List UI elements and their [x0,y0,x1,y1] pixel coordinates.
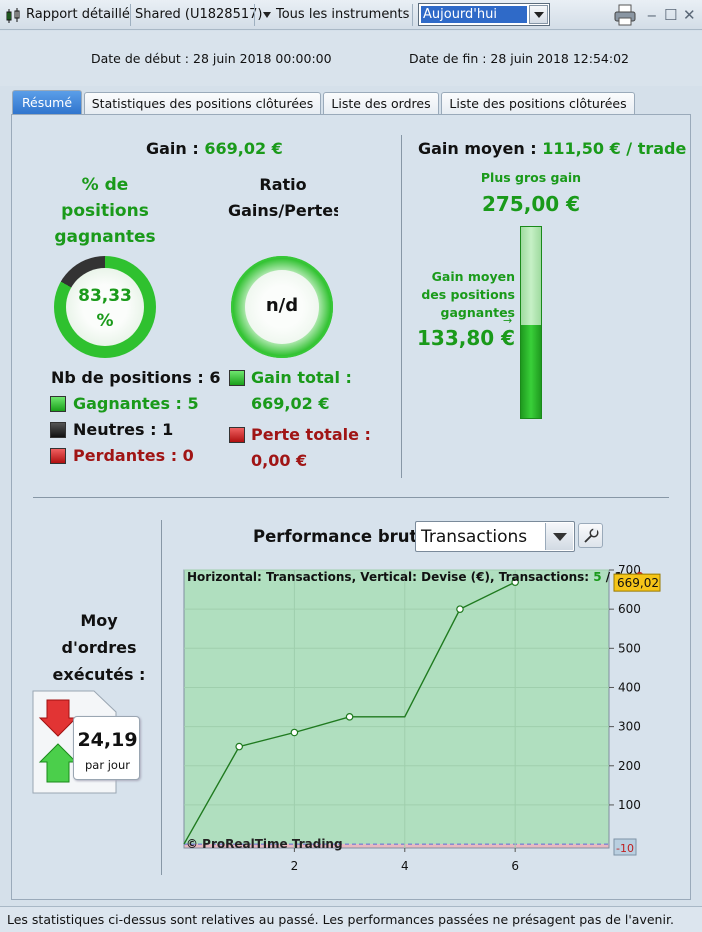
date-range: Date de début : 28 juin 2018 00:00:00 Da… [0,31,702,86]
chart-point [345,713,354,721]
loss-total-square [229,427,245,443]
disclaimer: Les statistiques ci-dessus sont relative… [0,906,702,932]
period-select[interactable]: Aujourd'hui [418,3,550,26]
loss-legend-square [50,448,66,464]
chart-point [290,728,299,737]
chart-neg-badge [613,838,637,856]
chart-y-tick-label: 600 [618,602,641,616]
chart-x-tick-label: 6 [511,859,519,873]
chart-x-tick-label: 4 [401,859,409,873]
chevron-down-icon[interactable] [263,12,271,18]
chart-y-tick-label: 200 [618,759,641,773]
avg-gain-label: Gain moyen : [418,139,537,158]
printer-icon[interactable] [613,4,637,26]
loss-total-label: Perte totale : [251,425,371,444]
chart-neg-label: -10 [616,842,634,855]
max-gain-value: 275,00 € [481,192,581,216]
tab-closed-positions-stats[interactable]: Statistiques des positions clôturées [84,92,321,115]
orders-value-card: 24,19 par jour [73,716,140,780]
account-selector[interactable]: Shared (U1828517) [135,7,263,22]
gain-label: Gain : [146,139,199,158]
chart-positive-area [184,570,609,845]
neutral-count: Neutres : 1 [73,420,174,439]
wrench-icon[interactable] [578,523,603,548]
chart-point [511,578,519,586]
gain-header: Gain : 669,02 € [146,139,283,158]
performance-select[interactable]: Transactions [415,521,575,552]
chart-x-tick-label: 2 [291,859,299,873]
gain-value: 669,02 € [204,139,283,158]
neutral-legend-square [50,422,66,438]
chart-info: Horizontal: Transactions, Vertical: Devi… [187,570,644,584]
avg-gain-bar-fill [521,325,541,418]
chart-watermark: © ProRealTime Trading [186,837,343,851]
avg-gain-value: 111,50 € / trade [542,139,687,158]
tab-closed-positions-list[interactable]: Liste des positions clôturées [441,92,635,115]
chevron-down-icon[interactable] [545,523,573,550]
chart-last-value-badge [613,573,661,592]
toolbar: Rapport détaillé Shared (U1828517) Tous … [0,0,702,30]
gain-total-label: Gain total : [251,368,352,387]
period-value: Aujourd'hui [421,6,527,23]
ratio-title: Ratio Gains/Pertes [228,175,338,220]
chart-y-tick-label: 500 [618,641,641,655]
performance-select-value: Transactions [421,527,528,547]
report-title: Rapport détaillé [26,7,130,22]
chart-y-tick-label: 400 [618,680,641,694]
tab-orders-list[interactable]: Liste des ordres [323,92,439,115]
positions-count: Nb de positions : 6 [51,368,221,387]
period-dropdown-button[interactable] [529,5,548,24]
performance-label: Performance brute [253,527,429,546]
chart-last-value-label: 669,02 [617,576,659,590]
instruments-selector[interactable]: Tous les instruments [276,7,410,22]
avg-gain-bar [520,226,542,419]
orders-title: Moy d'ordres exécutés : [52,611,146,684]
avg-winning-label: Gain moyen des positions gagnantes [421,269,515,320]
chart-negative-area [184,844,609,848]
candlestick-icon [6,8,20,23]
win-rate-title: % de positions gagnantes [54,175,156,247]
close-icon[interactable]: ✕ [683,6,696,24]
winning-count: Gagnantes : 5 [73,394,199,413]
chart-y-tick-label: 300 [618,720,641,734]
start-date: Date de début : 28 juin 2018 00:00:00 [91,51,332,66]
max-gain-label: Plus gros gain [480,170,582,185]
chart-point [456,605,464,613]
loss-total-value: 0,00 € [251,451,308,470]
avg-winning-value: 133,80 € [417,326,516,350]
minimize-icon[interactable]: ‒ [647,6,657,24]
orders-value: 24,19 [77,729,138,751]
gain-total-square [229,370,245,386]
maximize-icon[interactable]: ☐ [664,6,678,24]
win-rate-value: 83,33 % [78,286,132,331]
ratio-value: n/d [265,295,299,316]
tab-resume[interactable]: Résumé [12,90,82,115]
losing-count: Perdantes : 0 [73,446,194,465]
chart-y-tick-label: 100 [618,798,641,812]
end-date: Date de fin : 28 juin 2018 12:54:02 [409,51,629,66]
arrow-right-icon: → [503,314,513,327]
win-legend-square [50,396,66,412]
chart-point [235,742,243,751]
gain-total-value: 669,02 € [251,394,330,413]
avg-gain-header: Gain moyen : 111,50 € / trade [418,139,686,158]
orders-unit: par jour [85,758,130,772]
